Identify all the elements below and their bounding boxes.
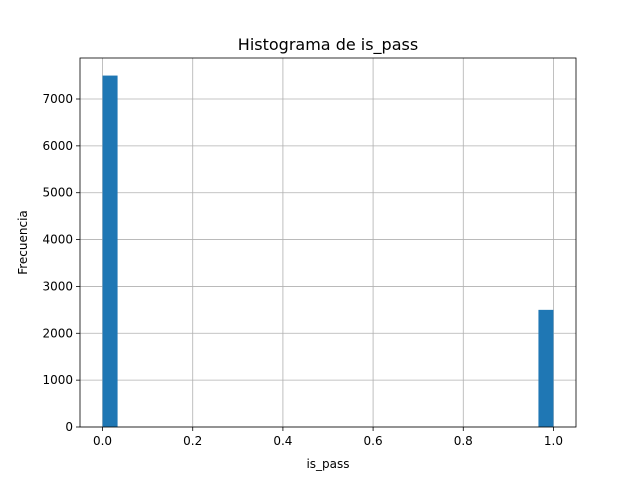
y-tick-label: 0 (65, 420, 73, 434)
x-axis-ticks: 0.0 0.2 0.4 0.6 0.8 1.0 (93, 427, 563, 448)
y-tick-label: 3000 (42, 279, 73, 293)
grid-lines (80, 58, 576, 428)
x-tick-label: 0.4 (273, 434, 292, 448)
y-tick-label: 1000 (42, 373, 73, 387)
x-tick-label: 0.8 (454, 434, 473, 448)
y-tick-label: 7000 (42, 92, 73, 106)
chart-title: Histograma de is_pass (238, 35, 418, 55)
histogram-bar (538, 309, 554, 427)
histogram-bar (102, 75, 118, 428)
y-tick-label: 2000 (42, 326, 73, 340)
x-axis-label: is_pass (306, 457, 349, 471)
x-tick-label: 0.2 (183, 434, 202, 448)
plot-frame (79, 57, 577, 428)
y-tick-label: 6000 (42, 139, 73, 153)
x-tick-label: 1.0 (544, 434, 563, 448)
y-axis-label: Frecuencia (16, 210, 30, 275)
y-axis-ticks: 0 1000 2000 3000 4000 5000 6000 7000 (42, 92, 80, 434)
y-tick-label: 5000 (42, 186, 73, 200)
bars (102, 75, 554, 428)
x-tick-label: 0.6 (364, 434, 383, 448)
x-tick-label: 0.0 (93, 434, 112, 448)
y-tick-label: 4000 (42, 233, 73, 247)
